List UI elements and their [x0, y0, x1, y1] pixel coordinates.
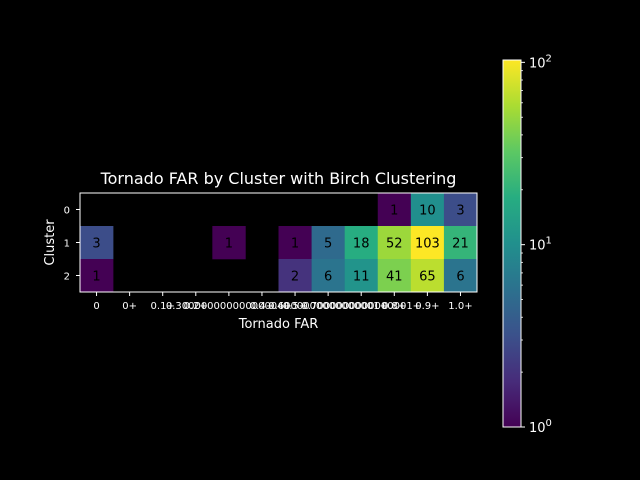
cell-value-label: 52 — [386, 237, 403, 252]
heatmap-cell — [377, 193, 412, 227]
x-tick-label: 0.7000000000000001+ — [301, 301, 421, 312]
x-tick-label: 0.4+ — [250, 301, 274, 312]
heatmap-cell — [344, 226, 379, 260]
x-axis-label: Tornado FAR — [238, 317, 319, 332]
x-tick-label: 0.6000000000000001+ — [268, 301, 388, 312]
heatmap-cell — [311, 259, 345, 293]
heatmap-cell — [344, 259, 379, 293]
cell-value-label: 65 — [419, 270, 436, 285]
cell-value-label: 1 — [291, 237, 299, 252]
cell-value-label: 5 — [324, 237, 332, 252]
colorbar-tick-label: 101 — [529, 236, 552, 254]
cell-value-label: 41 — [386, 270, 403, 285]
heatmap-cell — [212, 226, 246, 260]
cell-value-label: 11 — [353, 270, 370, 285]
colorbar-tick-label: 102 — [529, 53, 552, 71]
heatmap-cell — [278, 226, 312, 260]
heatmap-cell — [377, 226, 412, 260]
cell-value-label: 1 — [92, 270, 100, 285]
heatmap-cell — [443, 193, 478, 227]
cell-value-label: 1 — [225, 237, 233, 252]
heatmap-cell — [278, 259, 312, 293]
x-tick-label: 1.0+ — [448, 301, 472, 312]
x-tick-label: 0.9+ — [415, 301, 439, 312]
heatmap-cell — [80, 226, 114, 260]
y-tick-label: 2 — [64, 272, 70, 283]
heatmap-cell — [410, 193, 445, 227]
x-axis-ticks: 0 0+ 0.1+ 0.2+0.30000000000000004+0.4+ 0.5+0… — [93, 292, 473, 312]
y-tick-label: 1 — [64, 239, 70, 250]
colorbar — [502, 59, 522, 428]
heatmap-cell — [410, 259, 445, 293]
cell-value-label: 1 — [390, 204, 398, 219]
x-tick-label: 0.30000000000000004+ — [166, 301, 292, 312]
colorbar-ticks: 100 101 102 — [521, 53, 552, 436]
cell-value-label: 3 — [456, 204, 464, 219]
chart-title: Tornado FAR by Cluster with Birch Cluste… — [100, 169, 457, 188]
cell-value-label: 6 — [324, 270, 332, 285]
heatmap-cell — [410, 226, 445, 260]
x-tick-label: 0.2+ — [184, 301, 208, 312]
cell-value-label: 18 — [353, 237, 370, 252]
cell-value-label: 103 — [415, 237, 440, 252]
heatmap-cell — [443, 259, 478, 293]
x-tick-label: 0.8+ — [382, 301, 406, 312]
cell-value-label: 3 — [92, 237, 100, 252]
x-tick-label: 0.5+ — [283, 301, 307, 312]
heatmap-cell — [311, 226, 345, 260]
colorbar-tick-label: 100 — [529, 418, 552, 436]
y-axis-label: Cluster — [43, 219, 58, 266]
heatmap-cell — [377, 259, 412, 293]
heatmap-cell-labels: 1 10 33 1 1 5 18 52 103 211 2 6 11 41 65 6 — [92, 204, 468, 285]
cell-value-label: 21 — [452, 237, 469, 252]
y-axis-ticks: 0 1 2 — [64, 206, 80, 283]
heatmap-cells — [80, 193, 478, 293]
cell-value-label: 6 — [456, 270, 464, 285]
heatmap-cell — [443, 226, 478, 260]
x-tick-label: 0.1+ — [151, 301, 175, 312]
y-tick-label: 0 — [64, 206, 70, 217]
heatmap-cell — [80, 259, 114, 293]
x-tick-label: 0 — [93, 301, 99, 312]
cell-value-label: 2 — [291, 270, 299, 285]
cell-value-label: 10 — [419, 204, 436, 219]
x-tick-label: 0+ — [122, 301, 137, 312]
